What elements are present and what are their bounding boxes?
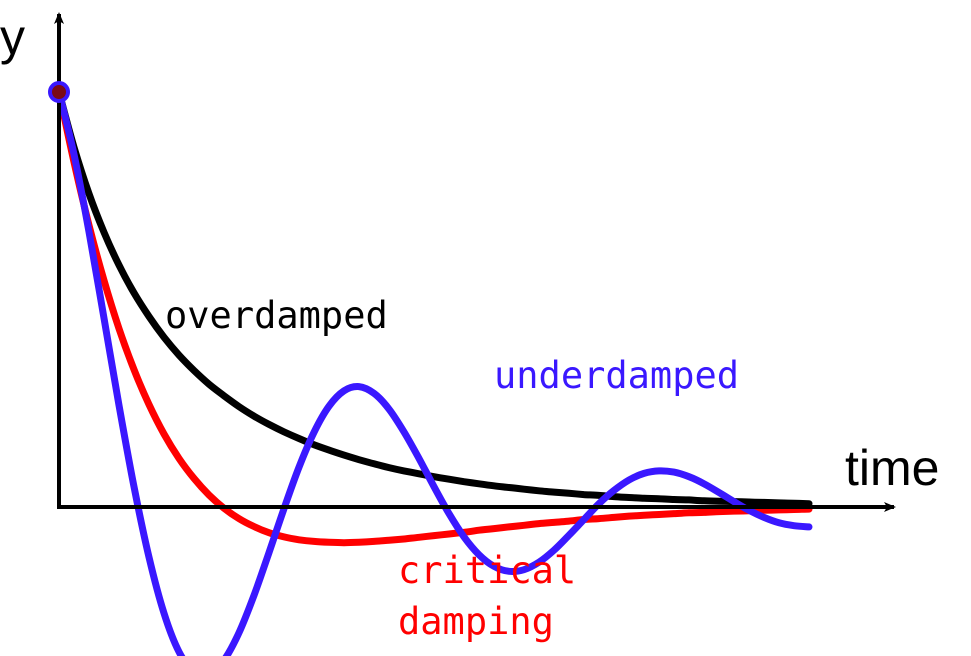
initial-point xyxy=(48,81,70,103)
series-line-underdamped xyxy=(55,88,813,656)
underdamped-label: underdamped xyxy=(494,354,739,397)
series-line-critical xyxy=(55,88,813,547)
critical-damping-label: critical damping xyxy=(398,549,576,643)
y-axis-label: y xyxy=(0,9,25,65)
x-axis-label: time xyxy=(845,440,939,496)
curve-layer xyxy=(55,88,813,656)
series-line-overdamped xyxy=(55,88,813,508)
overdamped-label: overdamped xyxy=(165,294,388,337)
